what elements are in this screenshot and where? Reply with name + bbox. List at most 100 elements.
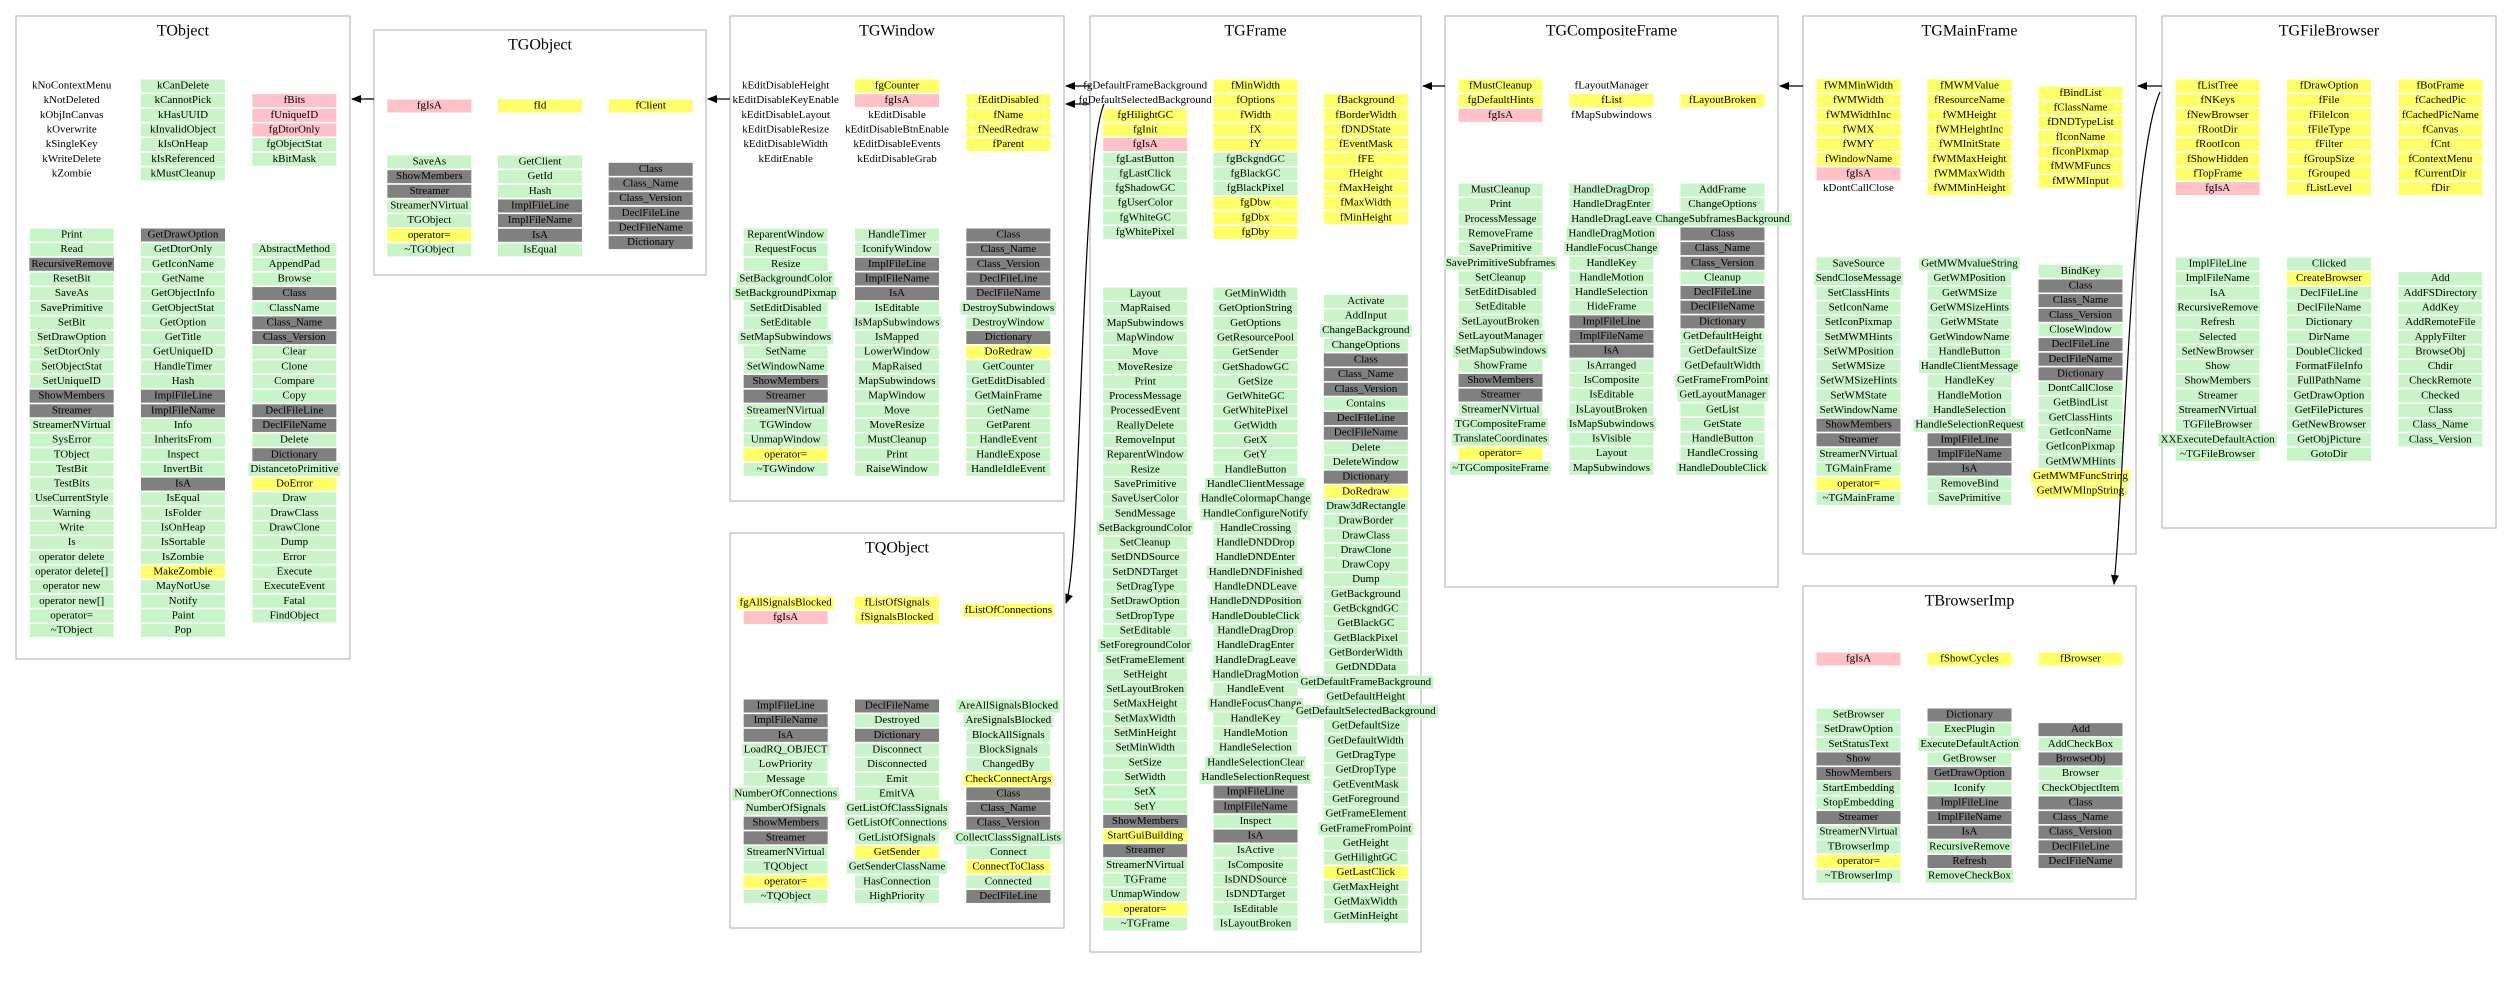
member: fLayoutManager	[1575, 80, 1649, 92]
member: DrawClass	[1342, 529, 1390, 541]
member: fWMMaxHeight	[1933, 153, 2007, 165]
member-highlight	[966, 728, 1051, 742]
member: GetSize	[1238, 375, 1273, 387]
member-highlight	[141, 404, 225, 418]
member-highlight	[1103, 902, 1188, 916]
member: SetStatusText	[1828, 738, 1888, 750]
member: Streamer	[1125, 844, 1165, 856]
member-highlight	[1458, 373, 1543, 387]
member-highlight	[1816, 796, 1901, 810]
member: TGCompositeFrame	[1455, 418, 1546, 430]
member: fgCounter	[875, 80, 920, 92]
member-highlight	[1198, 492, 1313, 506]
member-highlight	[1103, 595, 1188, 609]
member-highlight	[1816, 108, 1901, 122]
member-highlight	[252, 138, 337, 152]
member: fListLevel	[2306, 182, 2352, 194]
member: GetDrawOption	[2294, 389, 2365, 401]
member-highlight	[141, 301, 225, 315]
member: SetDrawOption	[1111, 595, 1181, 607]
member-highlight	[2398, 316, 2483, 330]
member-highlight	[1323, 412, 1408, 426]
member-highlight	[1213, 521, 1298, 535]
member: HandleDNDPosition	[1210, 595, 1302, 607]
member: AppendPad	[269, 258, 321, 270]
member: SetMWMHints	[1825, 331, 1893, 343]
member-highlight	[1680, 432, 1765, 446]
member: GetBorderWidth	[1329, 646, 1403, 658]
member-highlight	[252, 580, 337, 594]
member: HandleFocusChange	[1566, 242, 1658, 254]
member-highlight	[953, 831, 1063, 845]
member: fSignalsBlocked	[861, 611, 934, 623]
member: fNewBrowser	[2187, 109, 2249, 121]
member-highlight	[2038, 101, 2123, 115]
member: IsVisible	[1592, 433, 1631, 445]
member: fWMHeight	[1943, 109, 1997, 121]
member: HandleMotion	[1223, 727, 1288, 739]
class-node: TGCompositeFrame fMustCleanup fgDefaultHin…	[1443, 15, 1792, 588]
member: CollectClassSignalLists	[956, 831, 1061, 843]
member: ResetBit	[53, 272, 91, 284]
member-highlight	[252, 433, 337, 447]
member-highlight	[966, 860, 1051, 874]
member-highlight	[1213, 108, 1298, 122]
member: SetWMPosition	[1823, 345, 1894, 357]
member: HandleEvent	[1227, 683, 1284, 695]
member-highlight	[2038, 264, 2123, 278]
member: GetDefaultWidth	[1328, 734, 1404, 746]
member: Class	[2069, 796, 2093, 808]
member: GetEditDisabled	[972, 375, 1046, 387]
member-highlight	[252, 123, 337, 137]
member-highlight	[1927, 767, 2012, 781]
member: kEditDisableBtnEnable	[845, 123, 949, 135]
member: DeclFileName	[619, 221, 683, 233]
member-highlight	[2398, 94, 2483, 108]
member: SetDtorOnly	[44, 346, 101, 358]
member: Browser	[2062, 767, 2100, 779]
member: HasConnection	[863, 875, 931, 887]
member: GetMaxWidth	[1334, 896, 1398, 908]
member: SetClassHints	[1828, 287, 1890, 299]
member: IsEqual	[523, 243, 557, 255]
member-highlight	[248, 462, 341, 476]
member: TGWindow	[760, 419, 812, 431]
member: fHeight	[1349, 167, 1383, 179]
member: operator new	[43, 580, 101, 592]
member: SetDNDSource	[1111, 551, 1180, 563]
member: Print	[61, 229, 82, 241]
class-node: TGObject fgIsA fId fClient SaveAs ShowMembers…	[373, 29, 707, 276]
member: UnmapWindow	[751, 434, 821, 446]
member: HandleClientMessage	[1921, 360, 2018, 372]
member-highlight	[1443, 256, 1558, 270]
member: GetMWMHints	[2046, 455, 2116, 467]
member-highlight	[1213, 375, 1298, 389]
member: ReparentWindow	[747, 229, 824, 241]
member-highlight	[743, 611, 828, 625]
member-highlight	[966, 889, 1051, 903]
member-highlight	[1318, 822, 1414, 836]
member-highlight	[1680, 300, 1765, 314]
member-highlight	[1816, 345, 1901, 359]
member: operator delete	[39, 551, 105, 563]
member-highlight	[608, 221, 693, 235]
member: GetResourcePool	[1217, 331, 1294, 343]
member: fIconPixmap	[2052, 145, 2109, 157]
member: GetDrawOption	[148, 229, 219, 241]
member-highlight	[387, 243, 472, 257]
member-highlight	[29, 316, 114, 330]
member-highlight	[1323, 455, 1408, 469]
member-highlight	[966, 138, 1051, 152]
member: fgIsA	[773, 611, 798, 623]
member-highlight	[1927, 108, 2012, 122]
member-highlight	[1458, 94, 1543, 108]
member: IsOnHeap	[161, 522, 206, 534]
member-highlight	[1213, 316, 1298, 330]
member: fgDtorOnly	[269, 123, 321, 135]
member: Print	[1134, 375, 1155, 387]
member: GetFilePictures	[2295, 404, 2363, 416]
member-highlight	[1103, 477, 1188, 491]
member-highlight	[252, 492, 337, 506]
member-highlight	[855, 257, 939, 271]
member-highlight	[1927, 840, 2012, 854]
